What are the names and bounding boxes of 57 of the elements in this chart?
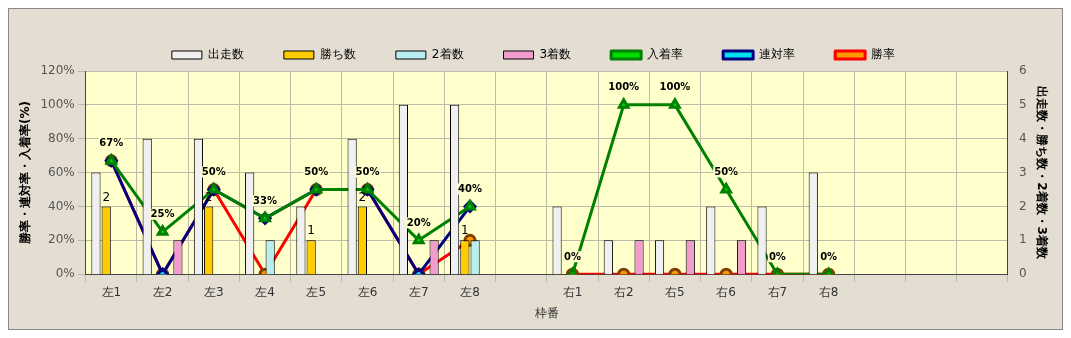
legend-label: 勝ち数	[319, 47, 356, 62]
data-label: 1	[307, 223, 315, 238]
data-label: 2	[358, 189, 367, 204]
y2-tick-label: 0	[1018, 266, 1027, 281]
x-tick-label: 左8	[460, 284, 480, 299]
x-tick-label: 左7	[408, 284, 429, 299]
x-tick-label: 右6	[716, 284, 736, 299]
y-tick-label: 60%	[48, 164, 75, 179]
data-label: 50%	[355, 166, 380, 178]
data-label: 0%	[768, 250, 786, 262]
y-tick-label: 0%	[55, 266, 75, 281]
y-tick-label: 120%	[40, 63, 75, 78]
x-tick-label: 右5	[665, 284, 685, 299]
legend-label: 出走数	[207, 47, 244, 62]
y2-tick-label: 5	[1018, 96, 1027, 111]
y-tick-label: 40%	[48, 198, 75, 213]
data-label: 0%	[820, 250, 838, 262]
data-label: 50%	[714, 166, 739, 178]
y2-tick-label: 3	[1018, 164, 1027, 179]
y2-tick-label: 1	[1018, 232, 1027, 247]
x-tick-label: 左6	[357, 284, 378, 299]
data-label: 33%	[253, 194, 277, 206]
y2-tick-label: 2	[1018, 198, 1027, 213]
data-label: 50%	[304, 166, 329, 178]
x-tick-label: 左3	[203, 284, 224, 299]
x-tick-label: 右2	[613, 284, 634, 299]
data-label: 2	[204, 189, 213, 204]
x-tick-label: 右8	[818, 284, 839, 299]
data-label: 40%	[458, 183, 482, 195]
data-label: 100%	[659, 81, 691, 93]
y2-tick-label: 6	[1018, 63, 1027, 78]
legend-label: 2着数	[431, 47, 464, 62]
x-tick-label: 左1	[101, 284, 122, 299]
y-axis-title: 勝率・連対率・入着率(%)	[18, 101, 33, 246]
y2-axis-title: 出走数・勝ち数・2着数・3着数	[1034, 86, 1049, 260]
data-label: 50%	[201, 166, 226, 178]
data-label: 1	[461, 223, 469, 238]
x-tick-label: 左5	[306, 284, 327, 299]
x-axis-title: 枠番	[533, 305, 559, 320]
y-tick-label: 80%	[48, 130, 75, 145]
x-tick-label: 右7	[767, 284, 788, 299]
data-label: 25%	[150, 208, 175, 220]
data-label: 100%	[608, 81, 640, 93]
data-label: 2	[102, 189, 111, 204]
y-tick-label: 100%	[40, 96, 75, 111]
x-tick-label: 右1	[562, 284, 583, 299]
x-tick-label: 左2	[152, 284, 173, 299]
data-label: 20%	[406, 216, 431, 228]
legend-label: 3着数	[539, 47, 572, 62]
legend-label: 連対率	[759, 47, 796, 62]
data-label: 67%	[99, 137, 124, 149]
y2-tick-label: 4	[1018, 130, 1027, 145]
data-label: 0%	[563, 250, 581, 262]
legend-label: 入着率	[647, 47, 684, 62]
y-tick-label: 20%	[48, 232, 75, 247]
x-tick-label: 左4	[255, 284, 275, 299]
legend-label: 勝率	[871, 47, 896, 62]
